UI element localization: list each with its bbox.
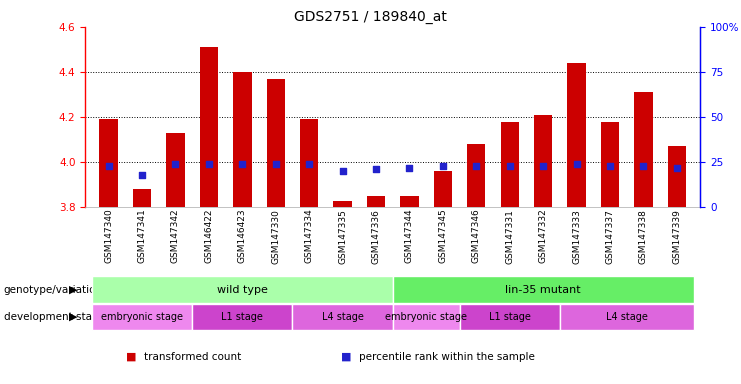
Point	[537, 163, 549, 169]
Point	[236, 161, 248, 167]
Text: ■: ■	[341, 352, 351, 362]
Text: embryonic stage: embryonic stage	[101, 312, 183, 322]
Point	[637, 163, 649, 169]
Bar	[199, 47, 218, 207]
Point	[404, 165, 416, 171]
Text: development stage: development stage	[4, 312, 104, 322]
Bar	[534, 115, 552, 207]
Text: genotype/variation: genotype/variation	[4, 285, 103, 295]
Bar	[233, 72, 251, 207]
Bar	[367, 196, 385, 207]
Bar	[333, 200, 352, 207]
Point	[604, 163, 616, 169]
Bar	[568, 63, 586, 207]
Point	[571, 161, 582, 167]
Bar	[601, 122, 619, 207]
Bar	[133, 189, 151, 207]
Bar	[166, 133, 185, 207]
Point	[437, 163, 449, 169]
Bar	[467, 144, 485, 207]
Bar	[433, 171, 452, 207]
Text: ▶: ▶	[70, 285, 78, 295]
Bar	[634, 92, 653, 207]
Text: L4 stage: L4 stage	[322, 312, 364, 322]
Bar	[400, 196, 419, 207]
Bar	[500, 122, 519, 207]
Text: ■: ■	[126, 352, 136, 362]
Point	[303, 161, 315, 167]
Point	[336, 168, 348, 174]
Text: L1 stage: L1 stage	[489, 312, 531, 322]
Text: embryonic stage: embryonic stage	[385, 312, 467, 322]
Point	[370, 166, 382, 172]
Text: GDS2751 / 189840_at: GDS2751 / 189840_at	[294, 10, 447, 23]
Text: L4 stage: L4 stage	[606, 312, 648, 322]
Point	[136, 172, 148, 178]
Bar	[267, 79, 285, 207]
Text: ▶: ▶	[70, 312, 78, 322]
Text: percentile rank within the sample: percentile rank within the sample	[359, 352, 535, 362]
Point	[471, 163, 482, 169]
Text: L1 stage: L1 stage	[222, 312, 263, 322]
Point	[203, 161, 215, 167]
Bar	[99, 119, 118, 207]
Text: transformed count: transformed count	[144, 352, 242, 362]
Point	[103, 163, 115, 169]
Point	[170, 161, 182, 167]
Bar	[668, 146, 686, 207]
Point	[671, 165, 682, 171]
Bar	[300, 119, 319, 207]
Point	[504, 163, 516, 169]
Text: lin-35 mutant: lin-35 mutant	[505, 285, 581, 295]
Text: wild type: wild type	[217, 285, 268, 295]
Point	[270, 161, 282, 167]
